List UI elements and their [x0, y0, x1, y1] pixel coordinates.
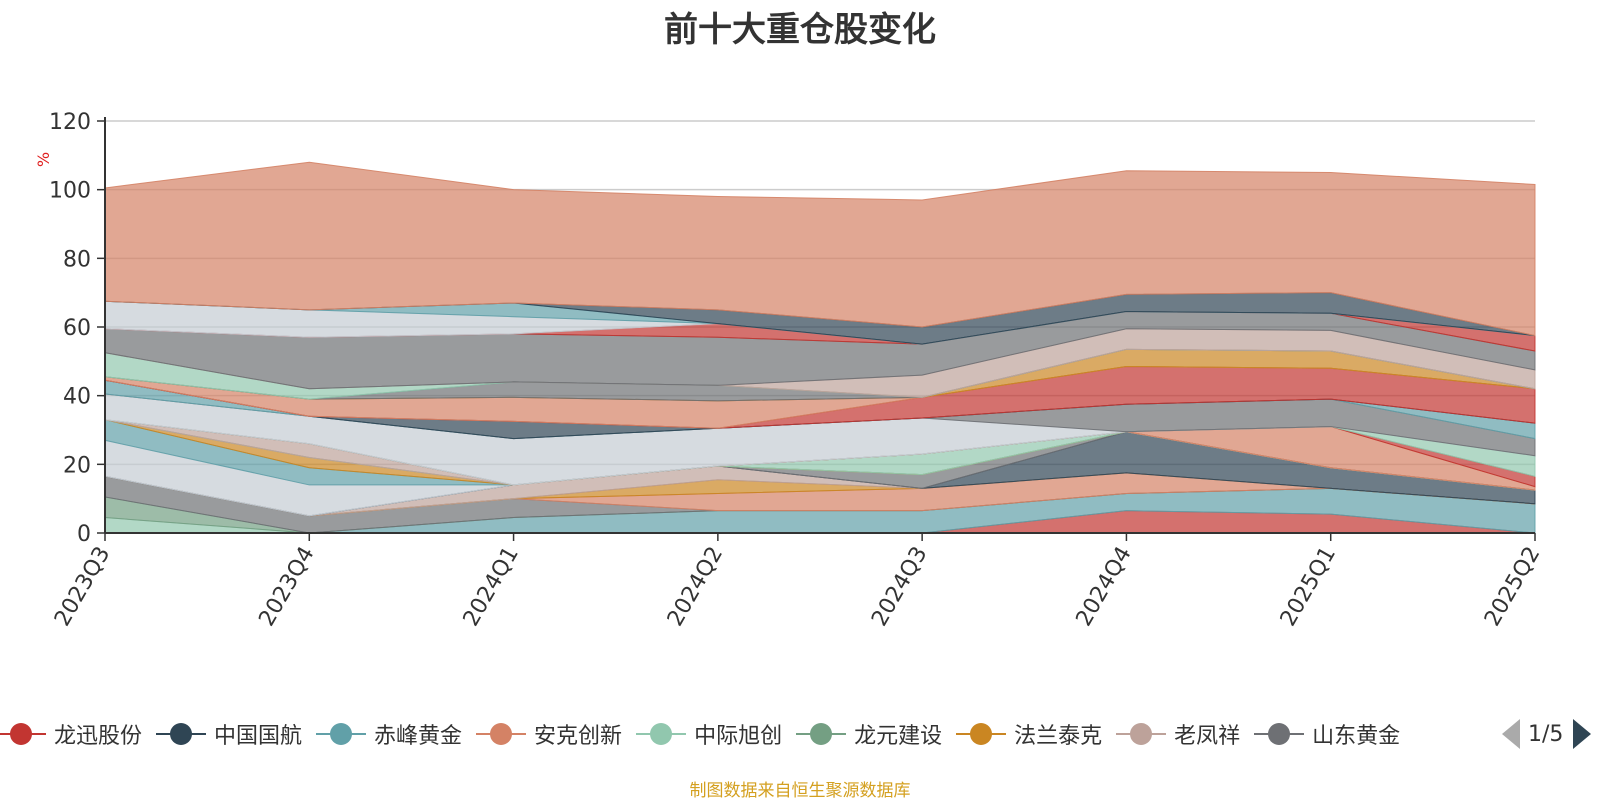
legend-marker-icon: [476, 722, 527, 746]
legend-item[interactable]: 龙迅股份: [0, 712, 142, 756]
legend-item[interactable]: 法兰泰克: [956, 712, 1102, 756]
legend-label: 老凤祥: [1174, 724, 1241, 749]
legend-item[interactable]: 老凤祥: [1116, 712, 1240, 756]
legend-page-indicator: 1/5: [1528, 721, 1564, 747]
legend-label: 中际旭创: [694, 724, 783, 749]
y-tick-label: 80: [63, 247, 91, 272]
x-tick-label: 2024Q2: [663, 543, 728, 631]
x-tick-label: 2025Q1: [1276, 543, 1341, 631]
y-tick-label: 100: [49, 179, 91, 204]
legend-label: 龙元建设: [854, 724, 943, 749]
y-tick-label: 120: [49, 110, 91, 135]
x-tick-label: 2023Q3: [50, 543, 115, 631]
legend-marker-icon: [156, 722, 207, 746]
legend-marker-icon: [956, 722, 1007, 746]
legend-item[interactable]: 中国国航: [156, 712, 302, 756]
x-tick-label: 2024Q1: [459, 543, 524, 631]
legend-label: 中国国航: [214, 724, 303, 749]
area-series-33: [104, 161, 1536, 337]
legend-label: 龙迅股份: [54, 724, 143, 749]
data-source-note: 制图数据来自恒生聚源数据库: [689, 781, 911, 801]
legend-marker-icon: [316, 722, 367, 746]
x-tick-label: 2024Q3: [867, 543, 932, 631]
legend-marker-icon: [796, 722, 847, 746]
legend-marker-icon: [0, 722, 46, 746]
x-tick-label: 2025Q2: [1480, 543, 1545, 631]
legend-item[interactable]: 安克创新: [476, 712, 622, 756]
legend-item[interactable]: 赤峰黄金: [316, 712, 462, 756]
legend-item[interactable]: 龙元建设: [796, 712, 942, 756]
legend-marker-icon: [636, 722, 687, 746]
x-tick-label: 2023Q4: [254, 543, 319, 631]
x-tick-label: 2024Q4: [1072, 543, 1137, 631]
legend-label: 赤峰黄金: [374, 724, 463, 749]
legend-label: 安克创新: [534, 724, 623, 749]
legend: 龙迅股份 中国国航 赤峰黄金 安克创新 中际旭创 龙元建设 法兰泰克 老凤祥 山东黄金: [0, 712, 1496, 756]
chart-canvas: 0 20 40 60 80 100 120 2023Q3 2023Q4 2024Q1 2024Q2 2…: [49, 110, 1545, 631]
y-tick-label: 60: [63, 316, 91, 341]
legend-prev-arrow-icon[interactable]: [1502, 719, 1520, 749]
y-tick-label: 40: [63, 385, 91, 410]
legend-marker-icon: [1116, 722, 1167, 746]
y-tick-label: 20: [63, 453, 91, 478]
legend-item[interactable]: 中际旭创: [636, 712, 782, 756]
legend-marker-icon: [1254, 722, 1305, 746]
chart-title: 前十大重仓股变化: [664, 10, 936, 50]
legend-item[interactable]: 山东黄金: [1254, 712, 1400, 756]
legend-label: 山东黄金: [1312, 724, 1401, 749]
legend-pager: 1/5: [1500, 716, 1600, 752]
legend-label: 法兰泰克: [1014, 724, 1103, 749]
legend-next-arrow-icon[interactable]: [1573, 719, 1592, 749]
y-tick-label: 0: [77, 522, 91, 547]
